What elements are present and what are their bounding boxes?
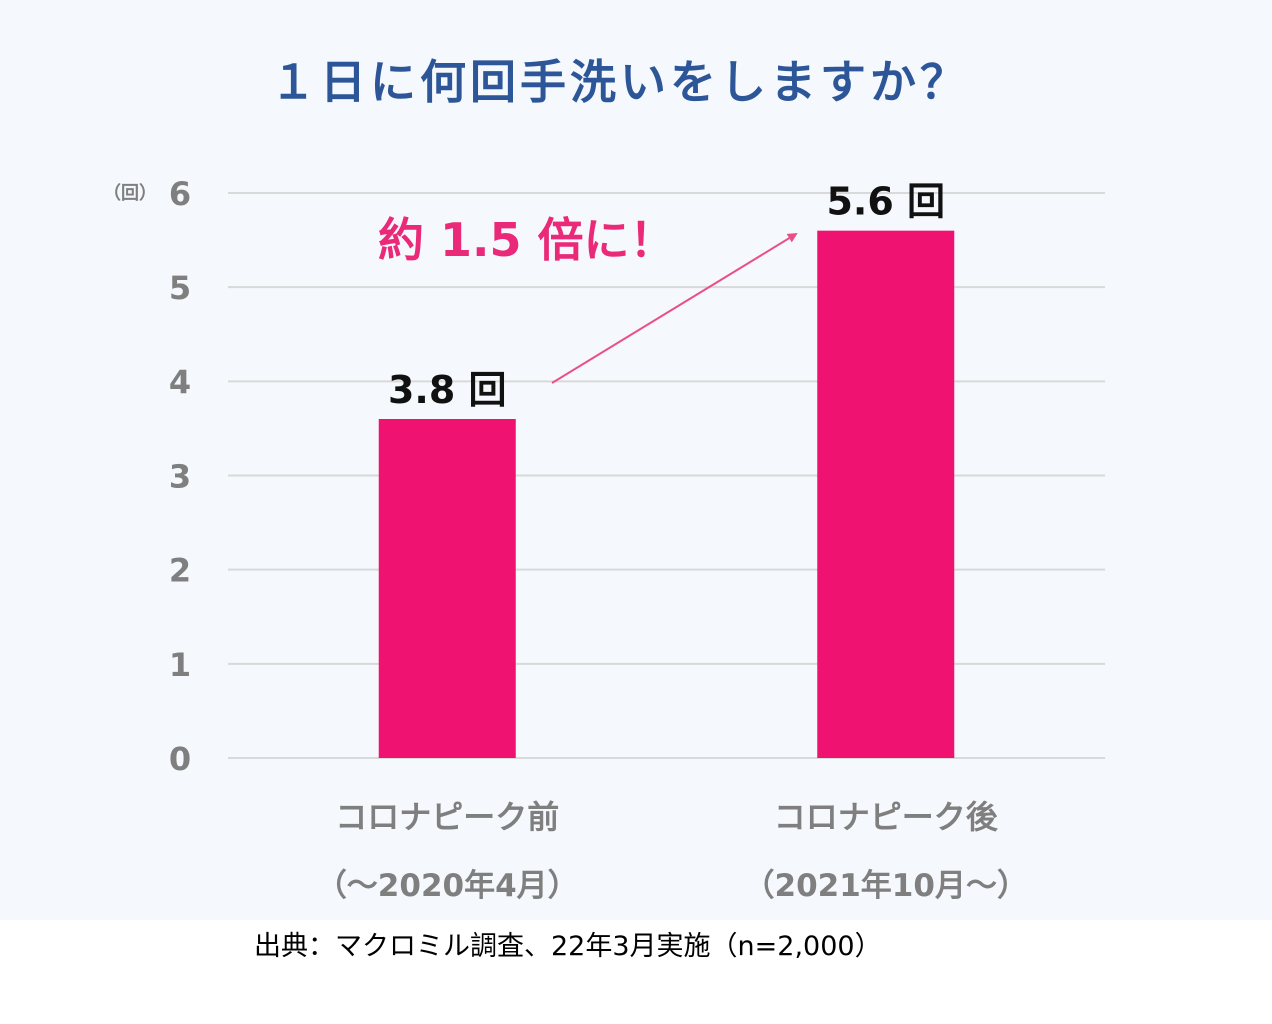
- x-category-label: コロナピーク後: [774, 798, 999, 836]
- x-category-sublabel: （〜2020年4月）: [316, 868, 579, 904]
- x-category-sublabel: （2021年10月〜）: [744, 868, 1028, 904]
- chart-panel: [0, 0, 1272, 920]
- increase-annotation: 約 1.5 倍に！: [378, 213, 676, 267]
- y-axis-unit-label: （回）: [103, 183, 157, 204]
- source-note: 出典：マクロミル調査、22年3月実施（n=2,000）: [254, 931, 882, 962]
- chart-title: １日に何回手洗いをしますか？: [270, 55, 970, 109]
- increase-arrow: [551, 232, 798, 384]
- y-tick-label: 2: [169, 552, 191, 590]
- y-tick-label: 5: [169, 269, 191, 307]
- bar: [378, 419, 516, 758]
- data-label: 5.6 回: [826, 180, 945, 224]
- bar: [817, 230, 955, 758]
- data-label: 3.8 回: [388, 368, 507, 412]
- y-tick-label: 1: [169, 646, 191, 684]
- y-tick-label: 4: [169, 363, 191, 401]
- y-tick-label: 0: [169, 740, 191, 778]
- y-tick-label: 3: [169, 458, 191, 496]
- x-category-label: コロナピーク前: [335, 798, 559, 836]
- y-tick-label: 6: [169, 175, 191, 213]
